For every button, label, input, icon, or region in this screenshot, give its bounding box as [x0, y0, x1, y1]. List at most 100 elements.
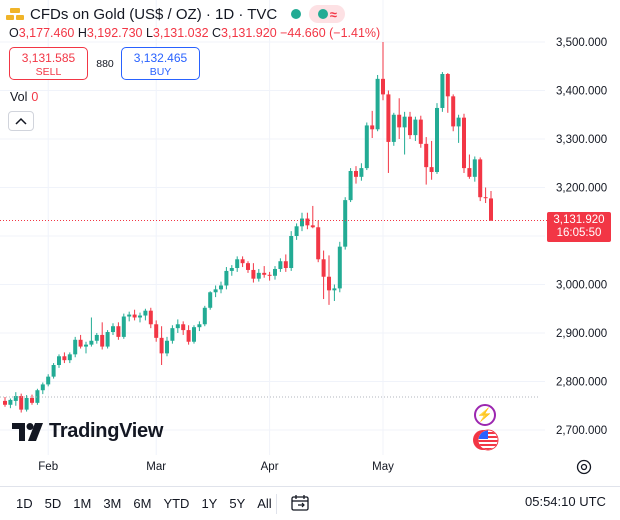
range-1y-button[interactable]: 1Y	[201, 496, 218, 511]
candle-body	[51, 365, 56, 377]
candle-body	[105, 332, 110, 347]
time-tick-label: May	[372, 461, 394, 473]
candle-body	[67, 354, 72, 361]
candle-body	[35, 390, 40, 403]
current-price-value: 3,131.920	[553, 214, 605, 226]
candle-body	[445, 74, 450, 97]
data-status-badge[interactable]: ≈	[309, 5, 346, 23]
sell-button[interactable]: 3,131.585 SELL	[9, 47, 88, 80]
range-1m-button[interactable]: 1M	[73, 496, 92, 511]
candle-body	[219, 285, 223, 290]
range-6m-button[interactable]: 6M	[133, 496, 152, 511]
close-value: 3,131.920	[221, 26, 277, 40]
range-3m-button[interactable]: 3M	[103, 496, 122, 511]
candle-body	[224, 270, 229, 286]
candle-body	[121, 316, 126, 337]
current-price-label: 3,131.920 16:05:50	[547, 212, 611, 242]
candle-body	[30, 397, 34, 403]
candle-body	[213, 289, 218, 293]
candle-body	[386, 94, 391, 142]
candle-body	[3, 400, 7, 405]
low-value: 3,131.032	[152, 26, 209, 40]
candle-body	[370, 125, 375, 130]
price-tick-label: 3,300.000	[556, 134, 607, 146]
candle-body	[111, 326, 115, 333]
price-tick-label: 3,000.000	[556, 280, 607, 292]
volume-legend[interactable]: Vol 0	[10, 90, 38, 104]
gold-bars-icon	[6, 8, 24, 20]
candle-body	[273, 268, 277, 276]
buy-button[interactable]: 3,132.465 BUY	[121, 47, 200, 80]
candle-body	[327, 276, 331, 291]
range-all-button[interactable]: All	[257, 496, 272, 511]
time-tick-label: Mar	[146, 461, 166, 473]
candle-body	[289, 236, 294, 269]
utc-clock[interactable]: 05:54:10 UTC	[525, 494, 606, 509]
range-1d-button[interactable]: 1D	[16, 496, 33, 511]
candle-body	[451, 96, 456, 127]
candle-body	[440, 74, 445, 108]
close-label: C	[212, 26, 222, 40]
candle-body	[170, 328, 175, 341]
range-ytd-button[interactable]: YTD	[163, 496, 190, 511]
candle-body	[283, 261, 288, 269]
symbol-title: CFDs on Gold (US$ / OZ) · 1D · TVC	[30, 5, 278, 23]
candle-body	[364, 125, 369, 169]
volume-label: Vol	[10, 90, 28, 104]
candle-body	[100, 334, 105, 347]
wave-icon: ≈	[329, 6, 337, 22]
high-value: 3,192.730	[86, 26, 143, 40]
candle-body	[462, 117, 466, 169]
sell-price: 3,131.585	[21, 51, 76, 65]
calendar-icon[interactable]	[289, 492, 311, 514]
range-5d-button[interactable]: 5D	[44, 496, 62, 511]
lightning-icon[interactable]: ⚡	[474, 404, 496, 426]
price-tick-label: 2,700.000	[556, 425, 607, 437]
buy-price: 3,132.465	[133, 51, 188, 65]
candle-body	[46, 376, 51, 385]
candle-body	[202, 307, 207, 325]
candle-body	[73, 339, 78, 355]
tradingview-logo[interactable]: TradingView	[12, 420, 163, 443]
chevron-up-icon	[15, 117, 27, 125]
candle-body	[375, 78, 380, 130]
candle-body	[337, 246, 342, 289]
candle-body	[332, 288, 337, 291]
low-label: L	[145, 26, 153, 40]
candle-body	[256, 272, 261, 279]
time-tick-label: Feb	[38, 461, 58, 473]
logo-text: TradingView	[49, 420, 164, 442]
price-tick-label: 3,200.000	[556, 183, 607, 195]
candle-body	[235, 259, 240, 269]
candle-body	[391, 114, 396, 142]
candle-body	[278, 261, 283, 269]
candle-body	[127, 314, 132, 317]
candle-body	[8, 399, 13, 405]
candle-body	[408, 116, 412, 136]
candle-body	[94, 334, 99, 341]
candle-body	[413, 119, 418, 136]
collapse-legend-button[interactable]	[8, 111, 34, 131]
spread-value: 880	[96, 58, 114, 70]
gear-icon[interactable]	[575, 458, 593, 476]
candle-body	[208, 292, 213, 308]
candle-body	[359, 168, 364, 177]
candle-body	[300, 218, 304, 227]
candle-body	[175, 324, 180, 329]
symbol-header[interactable]: CFDs on Gold (US$ / OZ) · 1D · TVC ≈	[6, 4, 346, 24]
candle-body	[13, 396, 18, 401]
candle-body	[381, 78, 385, 95]
candles	[3, 42, 493, 413]
candle-body	[240, 259, 245, 264]
candle-body	[57, 356, 61, 366]
time-axis: Feb Mar Apr May	[38, 461, 394, 473]
candle-body	[251, 269, 256, 279]
candle-body	[354, 171, 358, 177]
candle-body	[159, 337, 164, 354]
range-5y-button[interactable]: 5Y	[229, 496, 246, 511]
candle-body	[246, 263, 250, 270]
candle-body	[489, 198, 493, 221]
us-flag-icon[interactable]	[472, 429, 499, 451]
volume-value: 0	[31, 90, 39, 104]
candle-body	[267, 274, 272, 276]
